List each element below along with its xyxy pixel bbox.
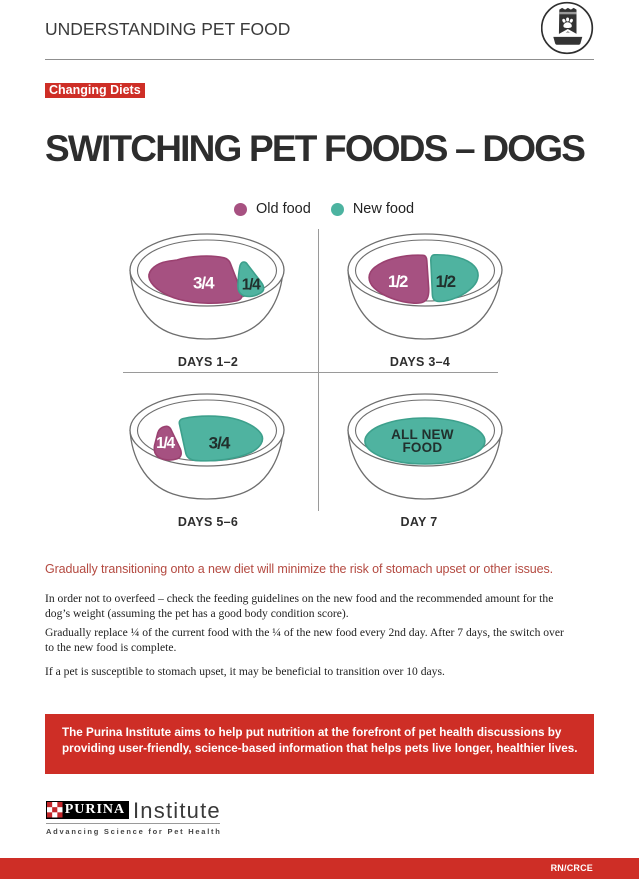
svg-text:FOOD: FOOD [402,440,442,455]
svg-text:ALL NEW: ALL NEW [391,427,454,442]
svg-text:3/4: 3/4 [209,434,231,453]
svg-text:1/4: 1/4 [242,276,261,293]
svg-text:1/2: 1/2 [388,273,408,291]
svg-text:1/2: 1/2 [436,273,456,291]
svg-text:1/4: 1/4 [156,435,175,452]
svg-text:3/4: 3/4 [193,274,215,293]
